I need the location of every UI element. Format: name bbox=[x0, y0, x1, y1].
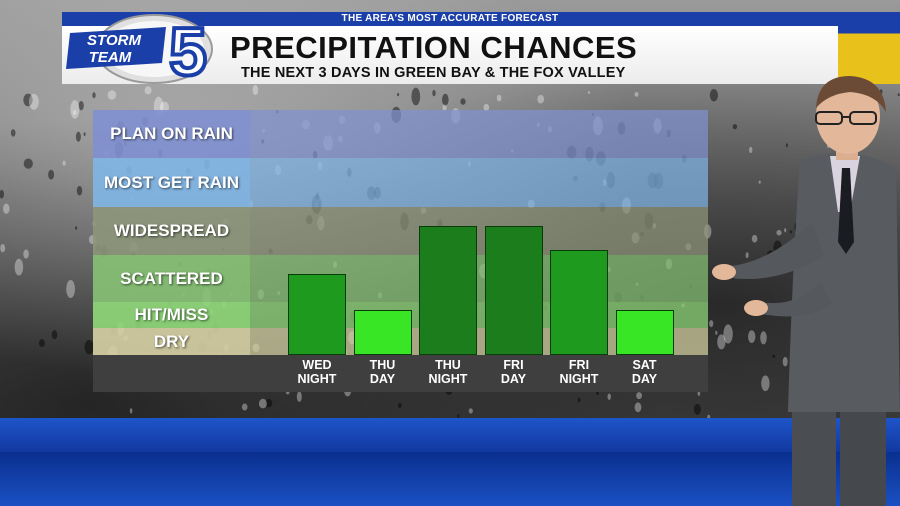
legend-band bbox=[93, 207, 250, 255]
x-tick-label: THU DAY bbox=[369, 358, 396, 386]
chance-level-legend: DRY HIT/MISS SCATTERED WIDESPREAD MOST GET R… bbox=[93, 110, 250, 392]
precip-bar bbox=[484, 226, 543, 355]
legend-band bbox=[93, 255, 250, 302]
lower-banner-top bbox=[0, 418, 900, 452]
page-subtitle: THE NEXT 3 DAYS IN GREEN BAY & THE FOX V… bbox=[241, 65, 626, 81]
svg-text:STORM: STORM bbox=[87, 32, 141, 49]
meteorologist-figure bbox=[712, 76, 900, 506]
precip-bar bbox=[615, 309, 674, 355]
level-label: PLAN ON RAIN bbox=[110, 124, 233, 143]
level-band bbox=[250, 158, 708, 207]
level-band bbox=[250, 110, 708, 158]
legend-band bbox=[93, 110, 250, 158]
precip-bar bbox=[288, 273, 346, 355]
page-title: PRECIPITATION CHANCES bbox=[230, 30, 638, 65]
legend-band bbox=[93, 328, 250, 355]
precip-bar bbox=[419, 226, 477, 355]
level-label: DRY bbox=[153, 331, 190, 351]
level-band bbox=[250, 207, 708, 255]
legend-band bbox=[93, 158, 250, 207]
x-tick-label: SAT DAY bbox=[631, 358, 658, 386]
x-tick-label: FRI NIGHT bbox=[559, 358, 599, 386]
level-label: WIDESPREAD bbox=[113, 221, 230, 240]
precipitation-chart bbox=[250, 110, 708, 392]
storm-team-5-logo: 5 STORM TEAM bbox=[66, 13, 213, 85]
legend-band bbox=[93, 302, 250, 328]
x-tick-label: WED NIGHT bbox=[297, 358, 337, 386]
tagline-bar: THE AREA'S MOST ACCURATE FORECAST bbox=[62, 12, 838, 26]
level-label: SCATTERED bbox=[120, 268, 223, 288]
x-axis-strip bbox=[93, 355, 708, 392]
x-tick-label: THU NIGHT bbox=[428, 358, 468, 386]
svg-text:TEAM: TEAM bbox=[89, 49, 132, 66]
level-label: MOST GET RAIN bbox=[103, 172, 240, 192]
precip-bar bbox=[550, 250, 608, 355]
precip-bar bbox=[353, 309, 412, 355]
header-accent-right bbox=[838, 12, 900, 84]
lower-banner bbox=[0, 452, 900, 506]
level-label: HIT/MISS bbox=[134, 305, 209, 324]
svg-text:5: 5 bbox=[169, 14, 207, 85]
x-tick-label: FRI DAY bbox=[500, 358, 527, 386]
